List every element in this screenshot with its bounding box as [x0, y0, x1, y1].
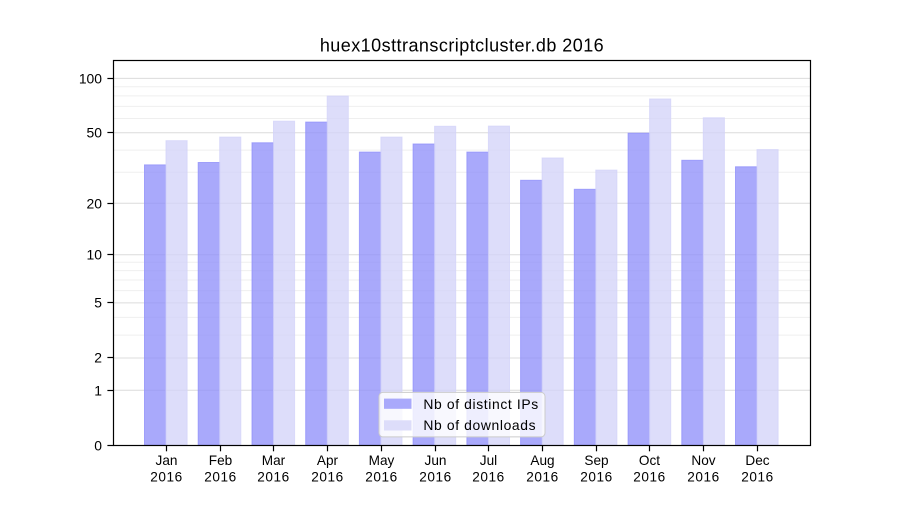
svg-text:2016: 2016: [419, 469, 451, 484]
svg-text:2016: 2016: [687, 469, 719, 484]
svg-text:2016: 2016: [150, 469, 182, 484]
svg-text:Dec: Dec: [745, 453, 769, 468]
svg-text:2016: 2016: [257, 469, 289, 484]
svg-text:Oct: Oct: [639, 453, 660, 468]
svg-text:0: 0: [94, 437, 102, 453]
svg-text:50: 50: [87, 124, 103, 140]
svg-text:Nb of downloads: Nb of downloads: [423, 417, 536, 433]
svg-text:10: 10: [87, 246, 103, 262]
svg-text:2016: 2016: [204, 469, 236, 484]
svg-text:huex10sttranscriptcluster.db 2: huex10sttranscriptcluster.db 2016: [320, 36, 604, 56]
svg-text:2016: 2016: [365, 469, 397, 484]
svg-text:2: 2: [94, 349, 102, 365]
svg-text:2016: 2016: [526, 469, 558, 484]
svg-text:2016: 2016: [580, 469, 612, 484]
svg-text:Mar: Mar: [262, 453, 286, 468]
svg-text:2016: 2016: [472, 469, 504, 484]
svg-text:Nb of distinct IPs: Nb of distinct IPs: [423, 396, 538, 412]
svg-text:Aug: Aug: [530, 453, 554, 468]
svg-text:2016: 2016: [741, 469, 773, 484]
svg-text:1: 1: [94, 382, 102, 398]
svg-text:5: 5: [94, 294, 102, 310]
svg-text:2016: 2016: [633, 469, 665, 484]
svg-text:Jan: Jan: [156, 453, 178, 468]
svg-text:100: 100: [79, 70, 102, 86]
svg-text:Feb: Feb: [209, 453, 232, 468]
svg-text:Nov: Nov: [691, 453, 715, 468]
svg-text:2016: 2016: [311, 469, 343, 484]
svg-text:Jul: Jul: [480, 453, 497, 468]
svg-text:Sep: Sep: [584, 453, 608, 468]
svg-text:Jun: Jun: [425, 453, 447, 468]
svg-text:20: 20: [87, 195, 103, 211]
svg-text:May: May: [369, 453, 395, 468]
svg-text:Apr: Apr: [317, 453, 339, 468]
